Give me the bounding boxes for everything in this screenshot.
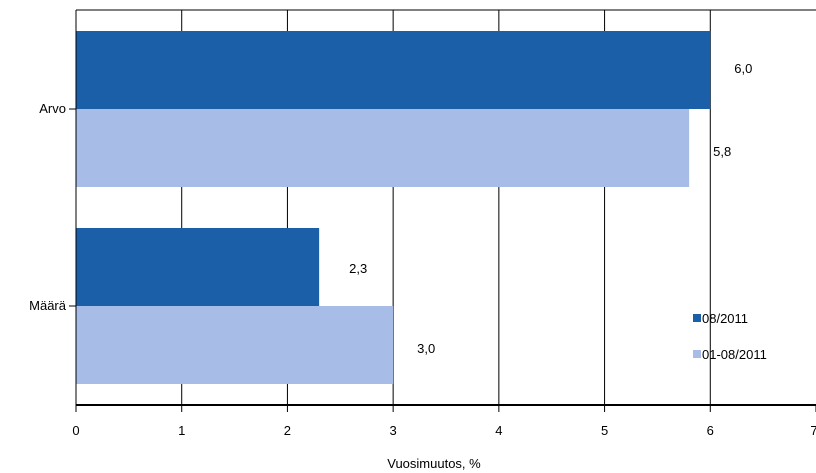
x-axis: 0 1 2 3 4 5 6 7 xyxy=(72,404,816,438)
x-tick-label: 3 xyxy=(390,423,397,438)
legend-label: 01-08/2011 xyxy=(702,347,767,362)
data-labels: 6,0 5,8 2,3 3,0 xyxy=(349,61,752,356)
x-tick-label: 4 xyxy=(495,423,502,438)
legend-swatch xyxy=(693,350,701,358)
x-tick-label: 2 xyxy=(284,423,291,438)
category-label: Arvo xyxy=(39,101,66,116)
legend-swatch xyxy=(693,314,701,322)
x-tick-label: 1 xyxy=(178,423,185,438)
bars xyxy=(76,31,711,384)
data-label: 3,0 xyxy=(417,341,435,356)
legend: 08/2011 01-08/2011 xyxy=(693,311,767,362)
category-label: Määrä xyxy=(29,298,67,313)
bar xyxy=(76,306,394,384)
x-tick-label: 7 xyxy=(810,423,816,438)
x-tick-label: 6 xyxy=(707,423,714,438)
bar xyxy=(76,109,690,187)
legend-label: 08/2011 xyxy=(702,311,748,326)
x-tick-label: 0 xyxy=(72,423,79,438)
bar xyxy=(76,228,320,306)
bar xyxy=(76,31,711,109)
x-axis-title: Vuosimuutos, % xyxy=(387,456,481,471)
x-tick-label: 5 xyxy=(601,423,608,438)
data-label: 2,3 xyxy=(349,261,367,276)
data-label: 6,0 xyxy=(734,61,752,76)
data-label: 5,8 xyxy=(713,144,731,159)
category-labels: Arvo Määrä xyxy=(29,101,76,313)
